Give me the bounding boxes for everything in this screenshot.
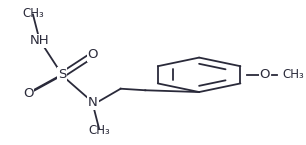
Text: N: N (88, 96, 98, 109)
Text: O: O (259, 68, 270, 81)
Text: CH₃: CH₃ (282, 68, 304, 81)
Text: CH₃: CH₃ (22, 7, 44, 20)
Text: O: O (23, 87, 34, 100)
Text: S: S (58, 68, 66, 81)
Text: O: O (88, 48, 98, 61)
Text: NH: NH (29, 34, 49, 47)
Text: CH₃: CH₃ (88, 124, 110, 137)
